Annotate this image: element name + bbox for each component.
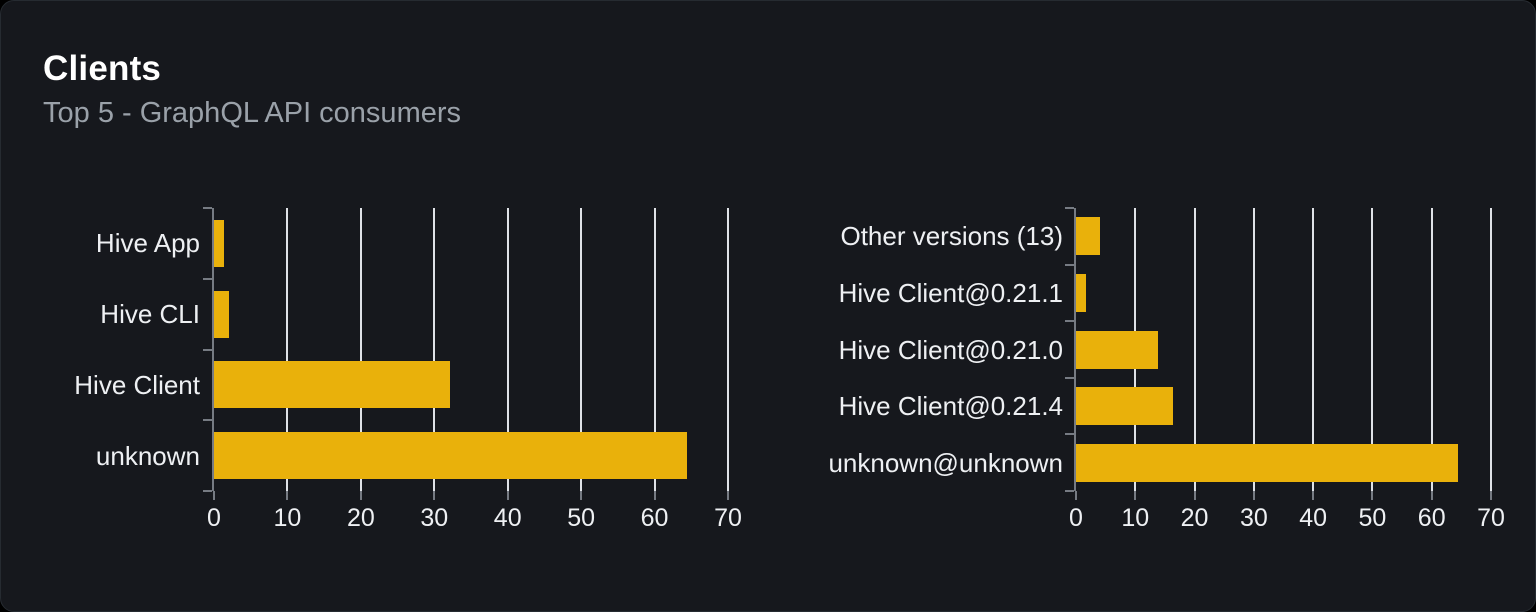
x-axis-tick: [213, 491, 215, 500]
gridline: [1193, 208, 1196, 491]
x-axis-tick-label: 30: [420, 504, 449, 532]
y-axis-tick: [1065, 264, 1074, 266]
category-label: unknown@unknown: [828, 447, 1063, 478]
gridline: [1430, 208, 1433, 491]
bar[interactable]: [1076, 273, 1087, 312]
x-axis-tick-label: 40: [493, 504, 522, 532]
y-axis-tick: [1065, 377, 1074, 379]
x-axis-tick: [1134, 491, 1137, 500]
x-axis-tick: [286, 491, 289, 500]
x-axis-tick-label: 70: [714, 504, 742, 532]
x-axis-tick-label: 40: [1299, 504, 1328, 532]
x-axis-tick-label: 30: [1239, 504, 1268, 532]
x-axis-tick: [359, 491, 362, 500]
x-axis-tick: [506, 491, 509, 500]
card-title: Clients: [43, 49, 162, 88]
y-axis-line: [212, 208, 214, 491]
category-label: Hive Client@0.21.1: [838, 277, 1063, 308]
bar[interactable]: [214, 361, 451, 409]
gridline: [433, 208, 436, 491]
bar[interactable]: [1076, 387, 1174, 426]
gridline: [506, 208, 509, 491]
x-axis-tick-label: 70: [1477, 504, 1505, 532]
gridline: [1371, 208, 1374, 491]
y-axis-tick: [203, 278, 212, 280]
category-label: Other versions (13): [840, 221, 1063, 252]
y-axis-tick: [1065, 320, 1074, 322]
y-axis-tick: [1065, 207, 1074, 209]
gridline: [727, 208, 729, 491]
x-axis-tick: [727, 491, 729, 500]
x-axis-tick: [1490, 491, 1492, 500]
y-axis-tick: [203, 490, 212, 492]
x-axis-tick: [1312, 491, 1315, 500]
x-axis-tick-label: 10: [1121, 504, 1150, 532]
bar[interactable]: [214, 290, 229, 338]
x-axis-tick-label: 60: [640, 504, 669, 532]
gridline: [286, 208, 289, 491]
y-axis-tick: [203, 419, 212, 421]
x-axis-tick-label: 20: [1180, 504, 1209, 532]
gridline: [1490, 208, 1492, 491]
x-axis-tick: [433, 491, 436, 500]
x-axis-tick: [580, 491, 583, 500]
x-axis-tick: [1371, 491, 1374, 500]
x-axis-tick: [1430, 491, 1433, 500]
y-axis-tick: [203, 349, 212, 351]
category-label: Hive Client@0.21.0: [838, 334, 1063, 365]
y-axis-tick: [1065, 433, 1074, 435]
gridline: [359, 208, 362, 491]
gridline: [580, 208, 583, 491]
bar[interactable]: [214, 432, 687, 480]
clients-by-name-chart: 0 10 20 30 40 50 60 70 Hive App Hive CLI Hive Clie…: [74, 207, 742, 531]
gridline: [1252, 208, 1255, 491]
y-axis-tick: [1065, 490, 1074, 492]
x-axis-tick-label: 20: [346, 504, 375, 532]
bar[interactable]: [1076, 330, 1158, 369]
x-axis-tick: [1193, 491, 1196, 500]
category-label: unknown: [95, 440, 200, 471]
gridline: [1312, 208, 1315, 491]
x-axis-tick: [1252, 491, 1255, 500]
x-axis-tick-label: 60: [1417, 504, 1446, 532]
bar[interactable]: [1076, 443, 1458, 482]
clients-by-version-chart: 0 10 20 30 40 50 60 70 Other versions (13) Hive C…: [828, 207, 1505, 531]
x-axis-tick: [1075, 491, 1077, 500]
x-axis-tick-label: 0: [207, 504, 221, 532]
category-label: Hive Client: [74, 369, 200, 400]
y-axis-line: [1074, 208, 1076, 491]
x-axis-tick-label: 50: [1358, 504, 1387, 532]
category-label: Hive App: [95, 228, 200, 259]
category-label: Hive Client@0.21.4: [838, 391, 1063, 422]
x-axis-tick-label: 50: [567, 504, 596, 532]
y-axis-tick: [203, 207, 212, 209]
card-subtitle: Top 5 - GraphQL API consumers: [43, 97, 462, 129]
bar[interactable]: [214, 219, 225, 267]
gridline: [653, 208, 656, 491]
bar[interactable]: [1076, 217, 1101, 256]
x-axis-tick-label: 10: [273, 504, 302, 532]
x-axis-tick: [653, 491, 656, 500]
x-axis-tick-label: 0: [1069, 504, 1083, 532]
category-label: Hive CLI: [100, 299, 200, 330]
